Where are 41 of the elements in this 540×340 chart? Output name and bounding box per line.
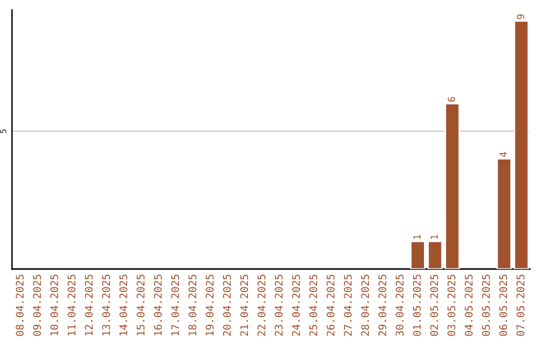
x-tick-label: 25.04.2025 xyxy=(309,274,318,336)
data-label: 1 xyxy=(413,234,420,239)
x-tick-label: 02.05.2025 xyxy=(430,274,438,336)
data-label: 4 xyxy=(500,152,507,157)
x-tick-label: 22.04.2025 xyxy=(258,274,266,336)
x-tick-label: 08.04.2025 xyxy=(16,274,24,336)
x-tick-label: 23.04.2025 xyxy=(274,274,283,336)
x-tick-label: 14.04.2025 xyxy=(119,274,128,336)
x-tick-label: 10.04.2025 xyxy=(50,274,58,336)
x-tick-label: 20.04.2025 xyxy=(223,274,231,336)
x-tick-label: 24.04.2025 xyxy=(292,274,300,336)
x-tick-label: 19.04.2025 xyxy=(206,274,214,336)
x-tick-label: 01.05.2025 xyxy=(412,274,421,336)
x-tick-label: 18.04.2025 xyxy=(188,274,196,336)
bar xyxy=(427,240,443,269)
bar xyxy=(410,240,426,269)
bar xyxy=(496,158,512,269)
x-tick-label: 27.04.2025 xyxy=(344,274,352,336)
x-tick-label: 07.05.2025 xyxy=(516,274,524,336)
x-tick-label: 21.04.2025 xyxy=(240,274,248,336)
x-tick-label: 29.04.2025 xyxy=(378,274,386,336)
x-tick-label: 28.04.2025 xyxy=(361,274,370,336)
ref-line-label: 5 xyxy=(0,129,6,134)
x-tick-label: 15.04.2025 xyxy=(136,274,145,336)
x-tick-label: 11.04.2025 xyxy=(68,274,76,336)
data-label: 9 xyxy=(516,14,524,20)
data-label: 1 xyxy=(430,234,438,239)
x-tick-label: 06.05.2025 xyxy=(499,274,508,336)
x-tick-label: 26.04.2025 xyxy=(326,274,334,336)
x-tick-label: 12.04.2025 xyxy=(84,274,93,336)
x-tick-label: 30.04.2025 xyxy=(396,274,404,336)
bar xyxy=(514,20,529,269)
x-tick-label: 03.05.2025 xyxy=(447,274,456,336)
x-tick-label: 13.04.2025 xyxy=(102,274,110,336)
x-tick-label: 09.04.2025 xyxy=(33,274,41,336)
x-tick-label: 16.04.2025 xyxy=(154,274,162,336)
x-tick-label: 05.05.2025 xyxy=(482,274,490,336)
x-tick-label: 04.05.2025 xyxy=(464,274,473,336)
bar xyxy=(444,102,460,269)
data-label: 6 xyxy=(448,97,456,102)
x-tick-label: 17.04.2025 xyxy=(171,274,180,336)
